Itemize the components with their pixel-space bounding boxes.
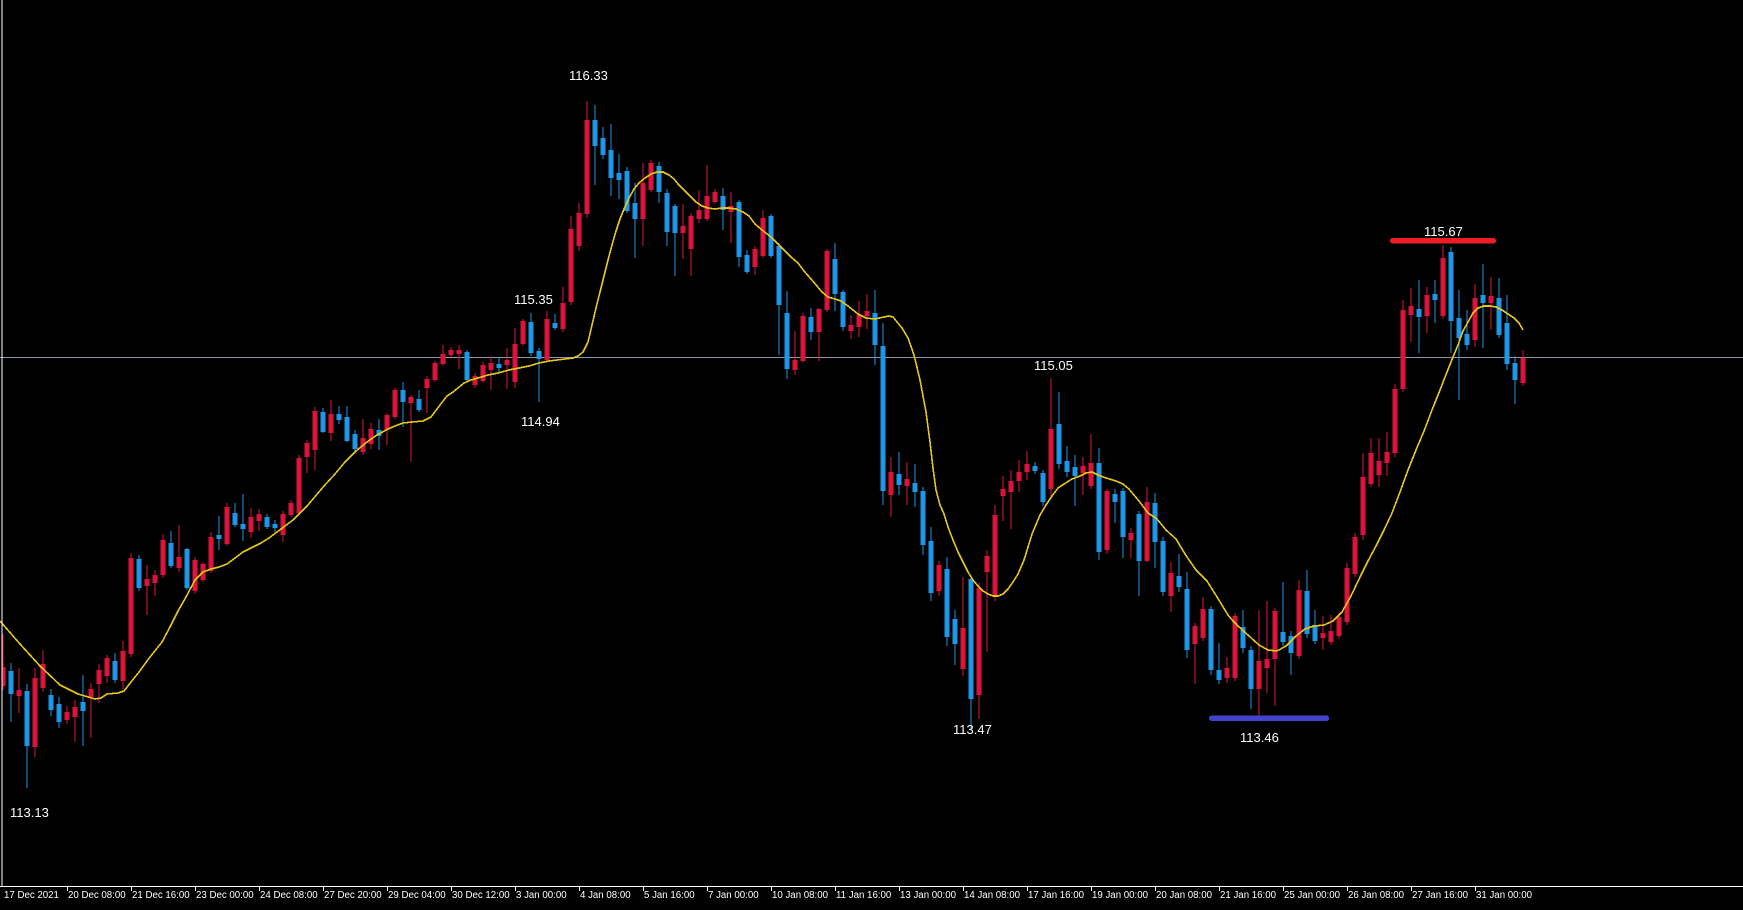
svg-text:26 Jan 08:00: 26 Jan 08:00: [1348, 890, 1405, 901]
svg-text:114.94: 114.94: [521, 414, 560, 429]
svg-text:5 Jan 16:00: 5 Jan 16:00: [644, 890, 695, 901]
svg-text:115.67: 115.67: [1424, 224, 1463, 239]
svg-text:31 Jan 00:00: 31 Jan 00:00: [1476, 890, 1533, 901]
svg-text:23 Dec 00:00: 23 Dec 00:00: [196, 890, 254, 901]
svg-text:13 Jan 00:00: 13 Jan 00:00: [900, 890, 957, 901]
svg-text:27 Jan 16:00: 27 Jan 16:00: [1412, 890, 1469, 901]
svg-text:113.47: 113.47: [953, 722, 992, 737]
svg-text:24 Dec 08:00: 24 Dec 08:00: [260, 890, 318, 901]
svg-text:14 Jan 08:00: 14 Jan 08:00: [964, 890, 1021, 901]
svg-text:21 Jan 16:00: 21 Jan 16:00: [1220, 890, 1277, 901]
svg-text:30 Dec 12:00: 30 Dec 12:00: [452, 890, 510, 901]
svg-text:21 Dec 16:00: 21 Dec 16:00: [132, 890, 190, 901]
svg-text:17 Dec 2021: 17 Dec 2021: [4, 890, 59, 901]
svg-text:17 Jan 16:00: 17 Jan 16:00: [1028, 890, 1085, 901]
svg-text:20 Jan 08:00: 20 Jan 08:00: [1156, 890, 1213, 901]
svg-text:11 Jan 16:00: 11 Jan 16:00: [836, 890, 892, 901]
svg-text:3 Jan 00:00: 3 Jan 00:00: [516, 890, 567, 901]
svg-text:19 Jan 00:00: 19 Jan 00:00: [1092, 890, 1149, 901]
svg-text:27 Dec 20:00: 27 Dec 20:00: [324, 890, 382, 901]
svg-text:20 Dec 08:00: 20 Dec 08:00: [68, 890, 126, 901]
svg-text:29 Dec 04:00: 29 Dec 04:00: [388, 890, 446, 901]
svg-text:7 Jan 00:00: 7 Jan 00:00: [708, 890, 759, 901]
svg-text:10 Jan 08:00: 10 Jan 08:00: [772, 890, 829, 901]
svg-text:113.46: 113.46: [1240, 730, 1279, 745]
svg-text:115.05: 115.05: [1034, 358, 1073, 373]
svg-text:113.13: 113.13: [10, 805, 49, 820]
svg-text:4 Jan 08:00: 4 Jan 08:00: [580, 890, 631, 901]
svg-text:25 Jan 00:00: 25 Jan 00:00: [1284, 890, 1341, 901]
svg-text:116.33: 116.33: [569, 68, 608, 83]
svg-text:115.35: 115.35: [514, 292, 553, 307]
